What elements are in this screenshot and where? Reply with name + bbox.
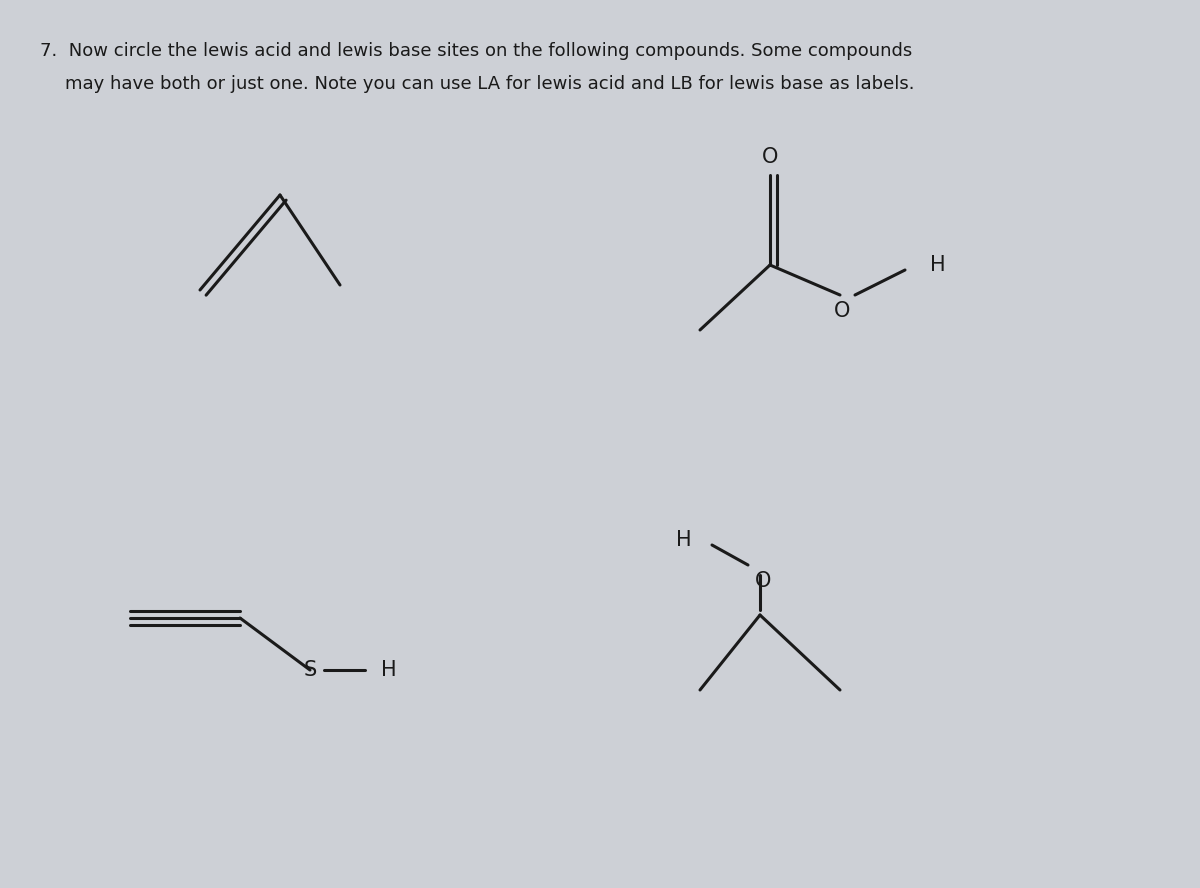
Text: S: S bbox=[304, 660, 317, 680]
Text: O: O bbox=[762, 147, 778, 167]
Text: H: H bbox=[676, 530, 692, 550]
Text: may have both or just one. Note you can use LA for lewis acid and LB for lewis b: may have both or just one. Note you can … bbox=[65, 75, 914, 93]
Text: H: H bbox=[382, 660, 397, 680]
Text: O: O bbox=[755, 571, 772, 591]
Text: 7.  Now circle the lewis acid and lewis base sites on the following compounds. S: 7. Now circle the lewis acid and lewis b… bbox=[40, 42, 912, 60]
Text: O: O bbox=[834, 301, 850, 321]
Text: H: H bbox=[930, 255, 946, 275]
